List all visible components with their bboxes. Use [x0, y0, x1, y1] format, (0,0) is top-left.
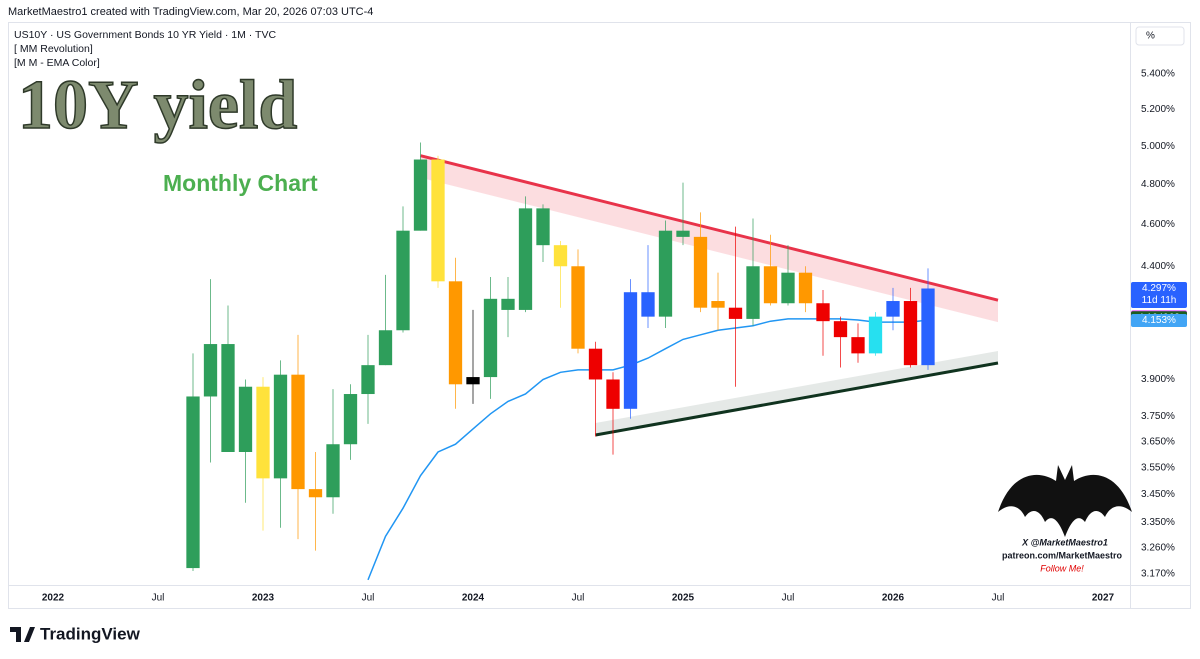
price-label: 4.297% — [1142, 283, 1176, 294]
candle-body — [851, 337, 865, 354]
trend-zone — [595, 351, 998, 435]
trendline — [595, 361, 999, 437]
unit-button[interactable] — [1135, 26, 1185, 46]
candle-body — [676, 230, 690, 237]
price-label-bg — [1131, 281, 1187, 308]
candle-body — [343, 394, 358, 445]
y-tick-label: 3.550% — [1141, 462, 1175, 473]
candle-body — [763, 266, 778, 304]
y-tick-label: 4.800% — [1141, 179, 1175, 190]
candle-body — [308, 489, 323, 498]
trendline — [420, 154, 999, 302]
candle-body — [658, 230, 673, 317]
candle-body — [256, 386, 270, 479]
price-label-bg — [1131, 313, 1187, 327]
y-tick-label: 3.450% — [1141, 489, 1175, 500]
candle-body — [606, 379, 620, 409]
candle-body — [186, 396, 200, 569]
candle-body — [413, 159, 428, 231]
chart-frame — [8, 22, 1191, 609]
y-tick-label: 5.200% — [1141, 104, 1175, 115]
unit-label[interactable]: % — [1146, 31, 1155, 42]
candle-body — [781, 272, 795, 304]
candle-body — [868, 316, 883, 354]
footer-logo[interactable]: TradingView — [10, 624, 141, 643]
x-tick-label: 2023 — [252, 593, 275, 604]
y-tick-label: 4.600% — [1141, 219, 1175, 230]
watermark-handle: X @MarketMaestro1 — [1021, 537, 1108, 547]
footer-brand[interactable]: TradingView — [40, 624, 141, 643]
watermark: X @MarketMaestro1 patreon.com/MarketMaes… — [998, 465, 1132, 573]
candle-body — [711, 301, 725, 308]
watermark-cta: Follow Me! — [1040, 563, 1084, 573]
header: MarketMaestro1 created with TradingView.… — [8, 6, 373, 18]
candle-body — [816, 303, 830, 322]
candle-body — [501, 298, 515, 310]
x-tick-label: 2024 — [462, 593, 485, 604]
candle-body — [448, 281, 463, 385]
y-tick-label: 3.900% — [1141, 374, 1175, 385]
candle-body — [693, 236, 708, 308]
candle-body — [641, 292, 655, 317]
candle-body — [886, 301, 900, 317]
y-tick-label: 3.750% — [1141, 411, 1175, 422]
candle-body — [431, 159, 445, 282]
candle-body — [536, 208, 550, 246]
candle-body — [396, 230, 410, 331]
candle-body — [571, 266, 585, 349]
candle-body — [921, 288, 935, 366]
candle-body — [378, 330, 393, 366]
y-tick-label: 5.400% — [1141, 69, 1175, 80]
annotation: Monthly Chart — [163, 170, 318, 196]
x-tick-label: 2022 — [42, 593, 65, 604]
trend-zone — [420, 155, 998, 323]
candle-body — [588, 348, 603, 380]
candle-body — [483, 298, 498, 378]
x-tick-label: Jul — [362, 593, 375, 604]
y-tick-label: 3.260% — [1141, 542, 1175, 553]
price-label: 4.153% — [1142, 315, 1176, 326]
chart-title: US10Y · US Government Bonds 10 YR Yield … — [14, 29, 276, 41]
x-tick-label: Jul — [572, 593, 585, 604]
indicator-label: [M M - EMA Color] — [14, 57, 100, 69]
plot-area — [186, 142, 999, 581]
candle-body — [361, 365, 375, 395]
candle-body — [238, 386, 253, 452]
candle-body — [291, 374, 305, 490]
indicator-label: [ MM Revolution] — [14, 43, 93, 55]
x-tick-label: 2025 — [672, 593, 695, 604]
y-tick-label: 4.400% — [1141, 261, 1175, 272]
x-tick-label: 2026 — [882, 593, 905, 604]
y-tick-label: 3.650% — [1141, 436, 1175, 447]
ema-line — [367, 318, 929, 581]
candle-body — [273, 374, 288, 479]
candle-body — [553, 245, 568, 267]
candle-body — [728, 307, 743, 319]
bat-logo — [998, 465, 1132, 537]
annotation-big: 10Y yield — [18, 67, 297, 144]
candle-body — [623, 292, 638, 409]
y-tick-label: 3.170% — [1141, 569, 1175, 580]
countdown: 11d 11h — [1142, 295, 1177, 306]
candle-body — [518, 208, 533, 310]
y-tick-label: 3.350% — [1141, 517, 1175, 528]
candle-body — [203, 344, 218, 397]
logo-mark[interactable] — [10, 627, 35, 642]
x-tick-label: Jul — [992, 593, 1005, 604]
x-tick-label: Jul — [152, 593, 165, 604]
x-tick-label: Jul — [782, 593, 795, 604]
watermark-site: patreon.com/MarketMaestro — [1002, 550, 1123, 560]
x-tick-label: 2027 — [1092, 593, 1115, 604]
candle-body — [221, 344, 235, 452]
candle-body — [466, 377, 480, 385]
y-tick-label: 5.000% — [1141, 141, 1175, 152]
candle-body — [326, 444, 340, 498]
candle-body — [903, 301, 918, 366]
candle-body — [798, 272, 813, 304]
candle-body — [746, 266, 760, 319]
candle-body — [833, 321, 848, 338]
